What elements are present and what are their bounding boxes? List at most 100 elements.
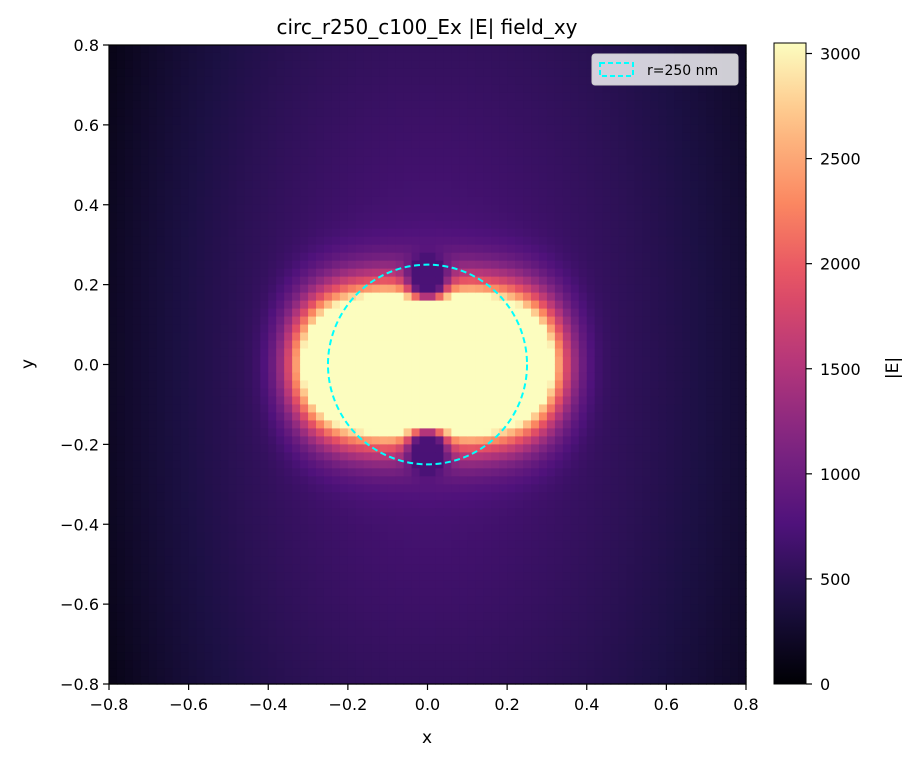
heatmap-cell — [491, 204, 500, 214]
heatmap-cell — [379, 524, 389, 533]
heatmap-cell — [403, 604, 413, 613]
heatmap-cell — [180, 620, 190, 629]
heatmap-cell — [180, 316, 190, 326]
heatmap-cell — [252, 116, 261, 126]
heatmap-cell — [523, 212, 532, 222]
heatmap-cell — [538, 284, 548, 294]
heatmap-cell — [236, 68, 245, 78]
heatmap-cell — [531, 172, 540, 182]
heatmap-cell — [355, 108, 365, 118]
heatmap-cell — [308, 436, 317, 445]
heatmap-cell — [196, 396, 206, 406]
heatmap-cell — [220, 45, 230, 54]
heatmap-cell — [284, 516, 293, 525]
heatmap-cell — [316, 228, 325, 238]
heatmap-cell — [292, 268, 301, 278]
heatmap-cell — [546, 460, 556, 469]
heatmap-cell — [443, 500, 452, 509]
heatmap-cell — [546, 300, 556, 310]
heatmap-cell — [276, 572, 285, 581]
heatmap-cell — [196, 388, 206, 398]
heatmap-cell — [435, 460, 445, 469]
heatmap-cell — [276, 172, 285, 182]
heatmap-cell — [499, 500, 508, 509]
heatmap-cell — [419, 396, 429, 406]
heatmap-cell — [347, 45, 357, 54]
heatmap-cell — [602, 188, 612, 198]
heatmap-cell — [538, 124, 548, 134]
heatmap-cell — [515, 612, 524, 621]
heatmap-cell — [268, 60, 277, 70]
heatmap-cell — [507, 84, 516, 94]
heatmap-cell — [292, 52, 301, 62]
heatmap-cell — [594, 260, 604, 270]
heatmap-cell — [467, 532, 476, 541]
heatmap-cell — [531, 548, 540, 557]
heatmap-cell — [228, 484, 237, 493]
heatmap-cell — [284, 676, 293, 685]
heatmap-cell — [124, 356, 134, 366]
heatmap-cell — [116, 244, 126, 254]
heatmap-cell — [308, 500, 317, 509]
heatmap-cell — [499, 420, 508, 429]
heatmap-cell — [284, 260, 293, 270]
heatmap-cell — [403, 364, 413, 374]
heatmap-cell — [531, 476, 540, 485]
heatmap-cell — [387, 180, 397, 190]
heatmap-cell — [204, 196, 214, 206]
heatmap-cell — [467, 220, 476, 230]
heatmap-cell — [140, 596, 150, 605]
heatmap-cell — [188, 652, 198, 661]
heatmap-cell — [236, 92, 245, 102]
heatmap-cell — [156, 436, 166, 445]
heatmap-cell — [546, 228, 556, 238]
heatmap-cell — [316, 620, 325, 629]
heatmap-cell — [300, 492, 309, 501]
heatmap-cell — [427, 204, 437, 214]
heatmap-cell — [292, 356, 301, 366]
heatmap-cell — [124, 60, 134, 70]
heatmap-cell — [308, 148, 317, 158]
heatmap-cell — [140, 548, 150, 557]
heatmap-cell — [252, 156, 261, 166]
heatmap-cell — [140, 524, 150, 533]
heatmap-cell — [515, 548, 524, 557]
heatmap-cell — [172, 268, 182, 278]
heatmap-cell — [507, 276, 516, 286]
heatmap-cell — [308, 332, 317, 342]
heatmap-cell — [156, 396, 166, 406]
heatmap-cell — [578, 668, 588, 677]
heatmap-cell — [578, 180, 588, 190]
heatmap-cell — [515, 268, 524, 278]
heatmap-cell — [491, 220, 500, 230]
heatmap-cell — [459, 332, 468, 342]
heatmap-cell — [411, 140, 421, 150]
heatmap-cell — [212, 444, 222, 453]
heatmap-cell — [578, 636, 588, 645]
heatmap-cell — [459, 588, 468, 597]
heatmap-cell — [531, 108, 540, 118]
heatmap-cell — [467, 244, 476, 254]
heatmap-cell — [188, 604, 198, 613]
heatmap-cell — [371, 612, 381, 621]
heatmap-cell — [371, 556, 381, 565]
heatmap-cell — [475, 564, 484, 573]
heatmap-cell — [188, 196, 198, 206]
heatmap-cell — [276, 492, 285, 501]
heatmap-cell — [586, 380, 596, 390]
heatmap-cell — [475, 148, 484, 158]
heatmap-cell — [268, 204, 277, 214]
heatmap-cell — [363, 468, 373, 477]
heatmap-cell — [395, 580, 405, 589]
heatmap-cell — [260, 148, 269, 158]
heatmap-cell — [451, 268, 460, 278]
heatmap-cell — [323, 52, 333, 62]
heatmap-cell — [140, 412, 150, 422]
heatmap-cell — [523, 276, 532, 286]
heatmap-cell — [132, 604, 142, 613]
heatmap-cell — [228, 508, 237, 517]
heatmap-cell — [244, 268, 253, 278]
heatmap-cell — [148, 268, 158, 278]
heatmap-cell — [300, 460, 309, 469]
heatmap-cell — [109, 244, 118, 254]
